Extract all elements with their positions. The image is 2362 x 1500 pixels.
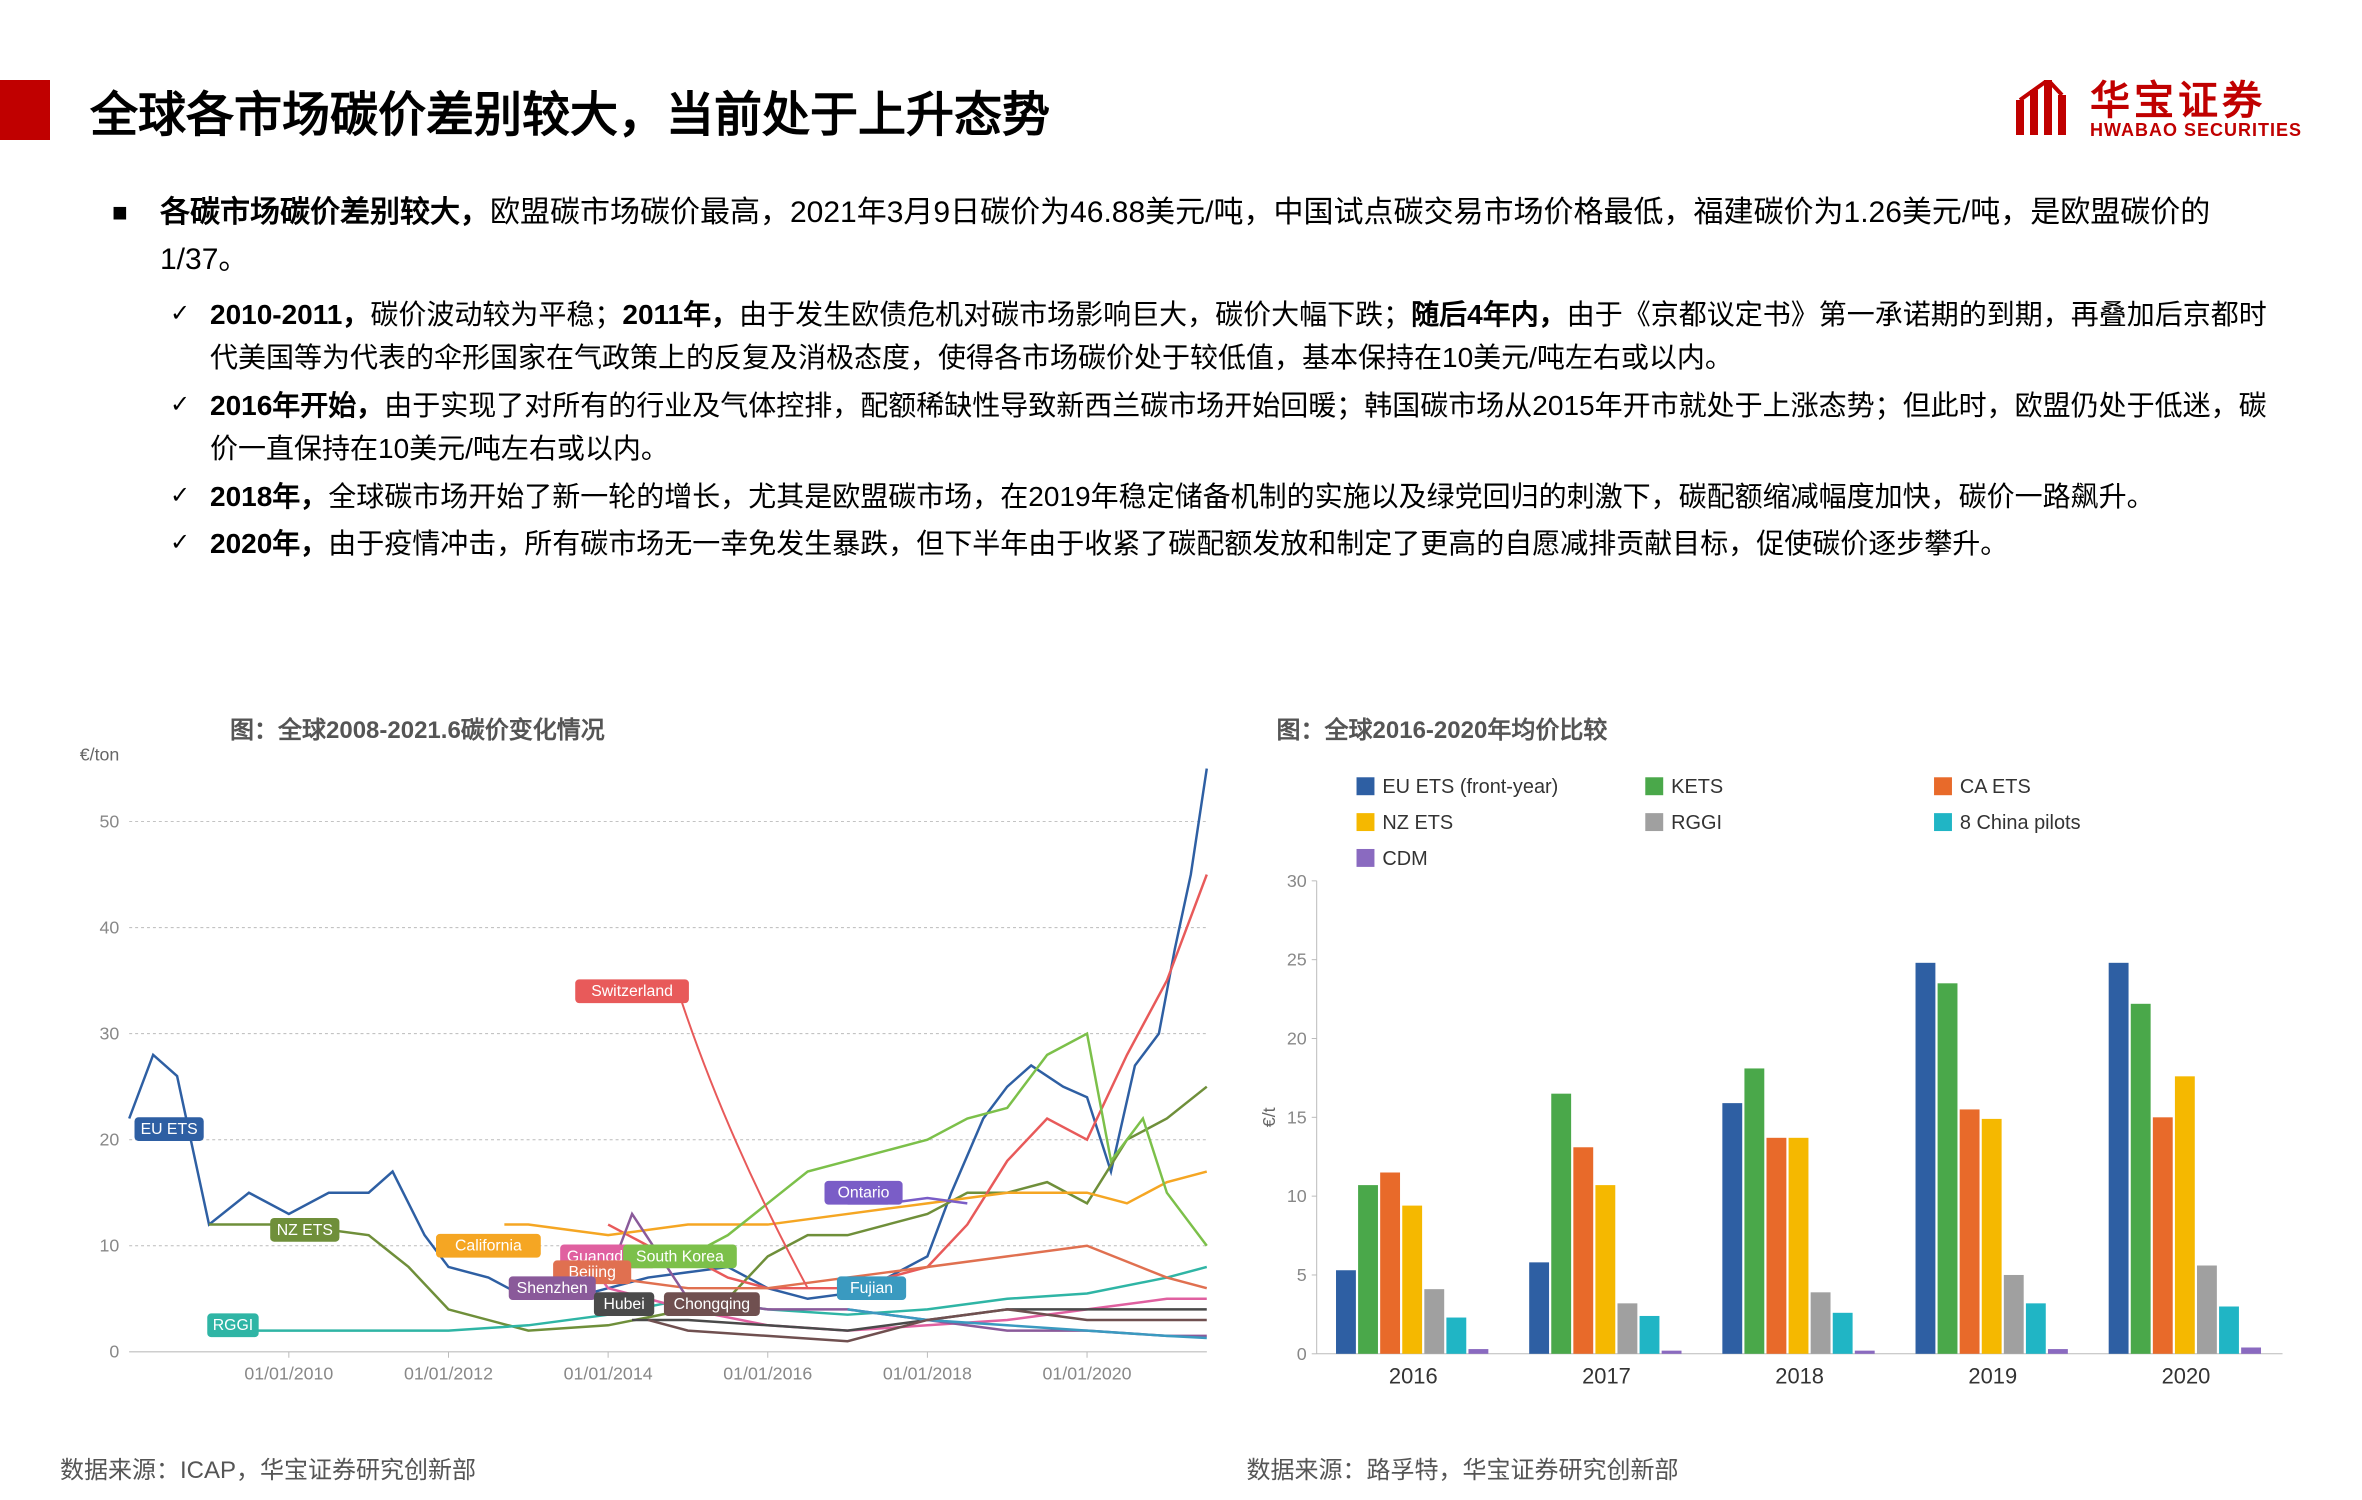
sub-bullet: 2020年，由于疫情冲击，所有碳市场无一幸免发生暴跌，但下半年由于收紧了碳配额发…	[210, 522, 2282, 565]
svg-text:CDM: CDM	[1382, 848, 1427, 870]
logo-cn: 华宝证券	[2090, 81, 2302, 121]
svg-text:NZ ETS: NZ ETS	[277, 1222, 333, 1239]
svg-text:2017: 2017	[1582, 1364, 1631, 1389]
svg-text:01/01/2020: 01/01/2020	[1043, 1363, 1132, 1383]
svg-text:Switzerland: Switzerland	[591, 983, 673, 1000]
svg-text:Fujian: Fujian	[850, 1280, 893, 1297]
svg-text:South Korea: South Korea	[636, 1248, 724, 1265]
bar-chart-title: 图：全球2016-2020年均价比较	[1277, 710, 1608, 745]
accent-bar	[0, 80, 50, 140]
svg-text:40: 40	[100, 918, 120, 938]
svg-text:Ontario: Ontario	[838, 1185, 890, 1202]
line-source: 数据来源：ICAP，华宝证券研究创新部	[60, 1450, 476, 1485]
svg-text:20: 20	[1286, 1028, 1306, 1048]
svg-text:EU ETS (front-year): EU ETS (front-year)	[1382, 776, 1558, 798]
svg-text:2019: 2019	[1968, 1364, 2017, 1389]
svg-text:2020: 2020	[2161, 1364, 2210, 1389]
main-bullet: 各碳市场碳价差别较大，欧盟碳市场碳价最高，2021年3月9日碳价为46.88美元…	[160, 190, 2282, 283]
svg-text:30: 30	[100, 1024, 120, 1044]
sub-bullet: 2010-2011，碳价波动较为平稳；2011年，由于发生欧债危机对碳市场影响巨…	[210, 293, 2282, 380]
svg-text:0: 0	[109, 1342, 119, 1362]
svg-text:Hubei: Hubei	[603, 1296, 644, 1313]
svg-text:10: 10	[100, 1236, 120, 1256]
header: 全球各市场碳价差别较大，当前处于上升态势 华宝证券 HWABAO SECURIT…	[90, 75, 2302, 145]
logo: 华宝证券 HWABAO SECURITIES	[2008, 80, 2302, 140]
svg-text:01/01/2012: 01/01/2012	[404, 1363, 493, 1383]
main-lead: 各碳市场碳价差别较大，	[160, 196, 490, 229]
sub-bullet: 2016年开始，由于实现了对所有的行业及气体控排，配额稀缺性导致新西兰碳市场开始…	[210, 384, 2282, 471]
svg-text:20: 20	[100, 1130, 120, 1150]
svg-text:2018: 2018	[1775, 1364, 1824, 1389]
svg-text:0: 0	[1296, 1344, 1306, 1364]
bar-source: 数据来源：路孚特，华宝证券研究创新部	[1247, 1450, 1679, 1485]
svg-text:01/01/2014: 01/01/2014	[564, 1363, 653, 1383]
svg-text:RGGI: RGGI	[213, 1317, 253, 1334]
svg-text:50: 50	[100, 811, 120, 831]
svg-text:01/01/2016: 01/01/2016	[723, 1363, 812, 1383]
svg-text:Shenzhen: Shenzhen	[517, 1280, 588, 1297]
page-title: 全球各市场碳价差别较大，当前处于上升态势	[90, 75, 1050, 145]
svg-text:2016: 2016	[1388, 1364, 1437, 1389]
svg-text:€/ton: €/ton	[80, 745, 120, 765]
logo-en: HWABAO SECURITIES	[2090, 121, 2302, 139]
sub-bullet: 2018年，全球碳市场开始了新一轮的增长，尤其是欧盟碳市场，在2019年稳定储备…	[210, 475, 2282, 518]
svg-text:EU ETS: EU ETS	[141, 1121, 198, 1138]
svg-text:15: 15	[1286, 1107, 1306, 1127]
line-chart-title: 图：全球2008-2021.6碳价变化情况	[230, 710, 605, 745]
logo-icon	[2008, 80, 2078, 140]
svg-text:5: 5	[1296, 1265, 1306, 1285]
line-chart: 0 10 20 30 40 50 01/01/2010 01/01/2012 01/01/201…	[60, 710, 1227, 1440]
svg-text:CA ETS: CA ETS	[1959, 776, 2030, 798]
svg-text:California: California	[455, 1238, 522, 1255]
svg-text:01/01/2018: 01/01/2018	[883, 1363, 972, 1383]
svg-text:8 China pilots: 8 China pilots	[1959, 812, 2080, 834]
svg-text:30: 30	[1286, 871, 1306, 891]
body-text: 各碳市场碳价差别较大，欧盟碳市场碳价最高，2021年3月9日碳价为46.88美元…	[160, 190, 2282, 569]
svg-text:25: 25	[1286, 950, 1306, 970]
line-chart-box: 图：全球2008-2021.6碳价变化情况 0 10 20 30 40 50 01/01/2…	[60, 710, 1227, 1440]
svg-text:NZ ETS: NZ ETS	[1382, 812, 1453, 834]
svg-text:RGGI: RGGI	[1671, 812, 1722, 834]
bar-chart-box: 图：全球2016-2020年均价比较 0 5 10 15 20 25 30 €/t 2016 20…	[1247, 710, 2302, 1440]
svg-text:€/t: €/t	[1258, 1107, 1278, 1127]
svg-text:Chongqing: Chongqing	[674, 1296, 750, 1313]
bar-chart: 0 5 10 15 20 25 30 €/t 2016 2017 2018 2019 2020 EU ET…	[1247, 710, 2302, 1440]
svg-text:10: 10	[1286, 1186, 1306, 1206]
charts-row: 图：全球2008-2021.6碳价变化情况 0102030405001/01/2…	[60, 710, 2302, 1440]
svg-text:KETS: KETS	[1671, 776, 1723, 798]
svg-text:01/01/2010: 01/01/2010	[244, 1363, 333, 1383]
sub-list: 2010-2011，碳价波动较为平稳；2011年，由于发生欧债危机对碳市场影响巨…	[160, 293, 2282, 565]
